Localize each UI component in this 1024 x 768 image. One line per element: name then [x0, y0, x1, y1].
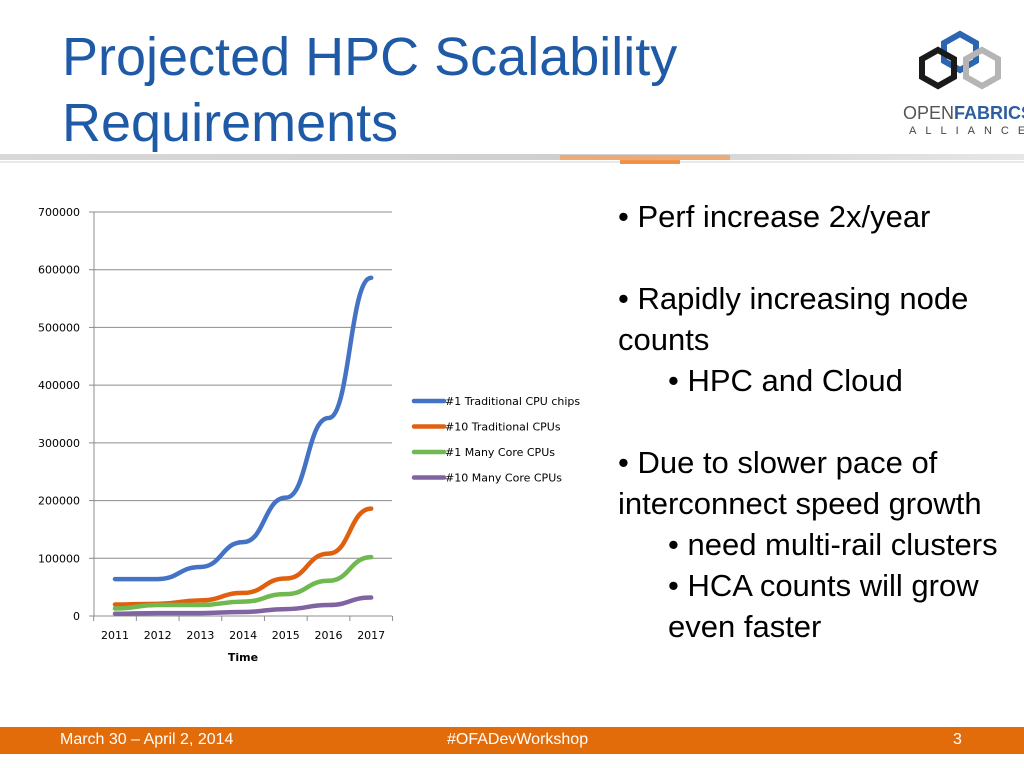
x-tick-label: 2015	[272, 629, 300, 642]
bullet-item: • Due to slower pace of interconnect spe…	[618, 445, 982, 521]
x-tick-label: 2011	[101, 629, 129, 642]
page-title: Projected HPC Scalability Requirements	[62, 24, 782, 156]
y-tick-label: 200000	[38, 495, 80, 508]
y-tick-label: 700000	[38, 206, 80, 219]
legend-label: #10 Traditional CPUs	[445, 421, 561, 434]
series-line	[112, 275, 374, 582]
legend-label: #1 Many Core CPUs	[445, 446, 555, 459]
openfabrics-logo-text: OPENFABRICS ALLIANCE	[903, 103, 1024, 137]
y-tick-label: 600000	[38, 264, 80, 277]
x-tick-label: 2016	[315, 629, 343, 642]
title-line-1: Projected HPC Scalability	[62, 27, 678, 87]
bullet-item: • Perf increase 2x/year	[618, 199, 931, 234]
bullet-item: • Rapidly increasing node counts	[618, 281, 969, 357]
bullet-list: • Perf increase 2x/year • Rapidly increa…	[618, 196, 1018, 647]
footer-date: March 30 – April 2, 2014	[60, 731, 234, 748]
scalability-line-chart: 0 100000 200000 300000 400000 500000 600000 700…	[38, 206, 580, 664]
bullet-subitem: • need multi-rail clusters	[668, 527, 998, 562]
footer-hashtag: #OFADevWorkshop	[447, 731, 589, 748]
series-line	[112, 506, 374, 607]
y-tick-label: 100000	[38, 552, 80, 565]
footer-bar: March 30 – April 2, 2014 #OFADevWorkshop…	[0, 727, 1024, 754]
legend-label: #1 Traditional CPU chips	[445, 395, 580, 408]
y-tick-label: 400000	[38, 379, 80, 392]
y-tick-label: 500000	[38, 321, 80, 334]
bullet-subitem: • HCA counts will grow even faster	[668, 568, 979, 644]
y-tick-label: 300000	[38, 437, 80, 450]
x-tick-label: 2013	[186, 629, 214, 642]
bullet-subitem: • HPC and Cloud	[668, 363, 903, 398]
x-tick-label: 2012	[144, 629, 172, 642]
x-tick-label: 2014	[229, 629, 257, 642]
title-line-2: Requirements	[62, 93, 399, 153]
openfabrics-hexagon-icon	[919, 30, 1001, 90]
title-divider	[0, 154, 1024, 164]
footer-page-number: 3	[953, 731, 962, 748]
x-axis-label: Time	[228, 651, 258, 664]
x-tick-label: 2017	[357, 629, 385, 642]
y-tick-label: 0	[73, 610, 80, 623]
legend-label: #10 Many Core CPUs	[445, 472, 562, 485]
series-line	[112, 554, 374, 611]
